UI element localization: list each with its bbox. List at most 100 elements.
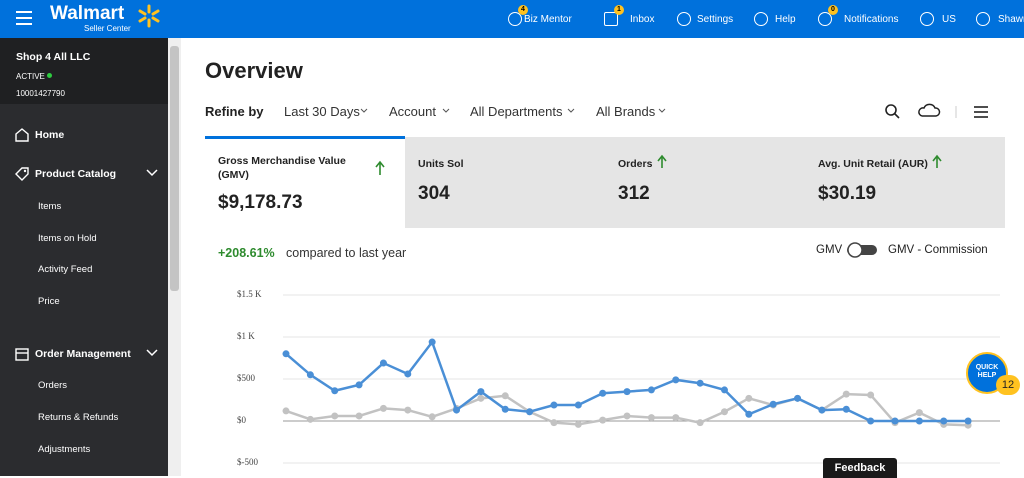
- nav-label[interactable]: Help: [775, 14, 796, 25]
- nav-item[interactable]: Adjustments: [38, 444, 91, 455]
- nav-label[interactable]: Settings: [697, 14, 734, 25]
- toggle-switch[interactable]: [846, 242, 880, 258]
- data-point: [306, 415, 314, 423]
- nav-item[interactable]: Price: [38, 296, 60, 307]
- top-bar: Walmart Seller Center Biz Mentor 4 Inbox 1 S…: [0, 0, 1024, 38]
- data-point: [842, 390, 850, 398]
- data-point: [940, 417, 948, 425]
- nav-label[interactable]: Biz Mentor: [524, 14, 572, 25]
- metric-label[interactable]: Gross Merchandise Value (GMV): [218, 155, 346, 181]
- quick-help-label[interactable]: QUICK HELP: [975, 364, 999, 379]
- chevron[interactable]: [146, 349, 158, 357]
- logo[interactable]: Walmart: [50, 3, 125, 24]
- data-point: [599, 416, 607, 424]
- data-point: [428, 338, 436, 346]
- logo-subtitle: Seller Center: [84, 24, 131, 33]
- data-point: [526, 408, 534, 416]
- nav-badge: 1: [614, 5, 624, 15]
- data-point: [915, 417, 923, 425]
- quick-help-count: 12: [996, 375, 1020, 395]
- nav-label[interactable]: US: [942, 14, 956, 25]
- nav-item[interactable]: Orders: [38, 380, 68, 391]
- up-arrows: [375, 154, 942, 175]
- data-point: [964, 417, 972, 425]
- nav-icon[interactable]: [920, 12, 934, 26]
- data-point: [818, 406, 826, 414]
- nav-label[interactable]: Inbox: [630, 14, 655, 25]
- filter[interactable]: Last 30 Days: [284, 104, 360, 119]
- nav-icon[interactable]: [677, 12, 691, 26]
- data-point: [379, 359, 387, 367]
- filter[interactable]: All Departments: [470, 104, 563, 119]
- metric-value: $30.19: [818, 183, 877, 204]
- nav-item[interactable]: Items on Hold: [38, 233, 97, 244]
- data-point: [672, 376, 680, 384]
- data-point: [867, 391, 875, 399]
- nav-item[interactable]: Activity Feed: [38, 264, 93, 275]
- data-point: [647, 414, 655, 422]
- metric-value: 312: [618, 183, 650, 204]
- change-value: +208.61%: [218, 246, 275, 260]
- y-tick-label: $1.5 K: [237, 289, 262, 299]
- data-point: [720, 386, 728, 394]
- order-icon: [15, 348, 29, 361]
- scroll-thumb[interactable]: [170, 46, 179, 291]
- metric-value: $9,178.73: [218, 192, 303, 213]
- gmv-chart: $-500 $0 $500 $1 K $1.5 K: [237, 289, 1000, 467]
- scrollbar[interactable]: [168, 38, 181, 476]
- nav-icon[interactable]: [508, 12, 522, 26]
- tag-icon: [15, 167, 29, 181]
- nav-label[interactable]: Shawn: [998, 14, 1024, 25]
- data-point: [477, 388, 485, 396]
- data-point: [623, 412, 631, 420]
- toolbar-icons[interactable]: [884, 102, 994, 122]
- nav-icon[interactable]: [976, 12, 990, 26]
- menu-icon[interactable]: [16, 11, 32, 25]
- data-point: [574, 420, 582, 428]
- data-point: [355, 412, 363, 420]
- data-point: [428, 413, 436, 421]
- nav-section[interactable]: Product Catalog: [35, 168, 117, 180]
- nav-label[interactable]: Notifications: [844, 14, 899, 25]
- filter-chevrons: [360, 108, 666, 113]
- data-point: [599, 389, 607, 397]
- nav-section[interactable]: Order Management: [35, 348, 131, 360]
- y-tick-label: $1 K: [237, 331, 255, 341]
- sidebar: Shop 4 All LLC ACTIVE 10001427790 Home P…: [0, 38, 168, 476]
- filter[interactable]: All Brands: [596, 104, 656, 119]
- data-point: [672, 414, 680, 422]
- feedback-button[interactable]: Feedback: [823, 458, 897, 478]
- metric-label[interactable]: Orders: [618, 158, 653, 170]
- y-tick-label: $-500: [237, 457, 258, 467]
- status-dot: [47, 73, 52, 78]
- data-point: [696, 419, 704, 427]
- data-point: [769, 400, 777, 408]
- shop-info: [0, 38, 168, 104]
- data-point: [647, 386, 655, 394]
- nav-item[interactable]: Returns & Refunds: [38, 412, 119, 423]
- metric-label[interactable]: Avg. Unit Retail (AUR): [818, 158, 928, 170]
- data-point: [696, 379, 704, 387]
- filter[interactable]: Account: [389, 104, 436, 119]
- data-point: [331, 387, 339, 395]
- nav-icon[interactable]: [604, 12, 618, 26]
- data-point: [745, 394, 753, 402]
- data-point: [453, 406, 461, 414]
- nav-badge: 0: [828, 5, 838, 15]
- toggle-label[interactable]: GMV: [816, 244, 843, 256]
- seller-id: 10001427790: [16, 89, 65, 98]
- data-point: [623, 388, 631, 396]
- refine-label: Refine by: [205, 104, 264, 119]
- toggle-label[interactable]: GMV - Commission: [888, 244, 988, 256]
- nav-item[interactable]: Items: [38, 201, 62, 212]
- nav-icon[interactable]: [754, 12, 768, 26]
- data-point: [745, 410, 753, 418]
- data-point: [891, 417, 899, 425]
- nav-icon[interactable]: [818, 12, 832, 26]
- chevron[interactable]: [146, 169, 158, 177]
- metric-label[interactable]: Units Sol: [418, 158, 464, 170]
- spark-logo: [138, 4, 160, 28]
- nav-section[interactable]: Home: [35, 129, 65, 141]
- metrics-bg: [405, 137, 1005, 228]
